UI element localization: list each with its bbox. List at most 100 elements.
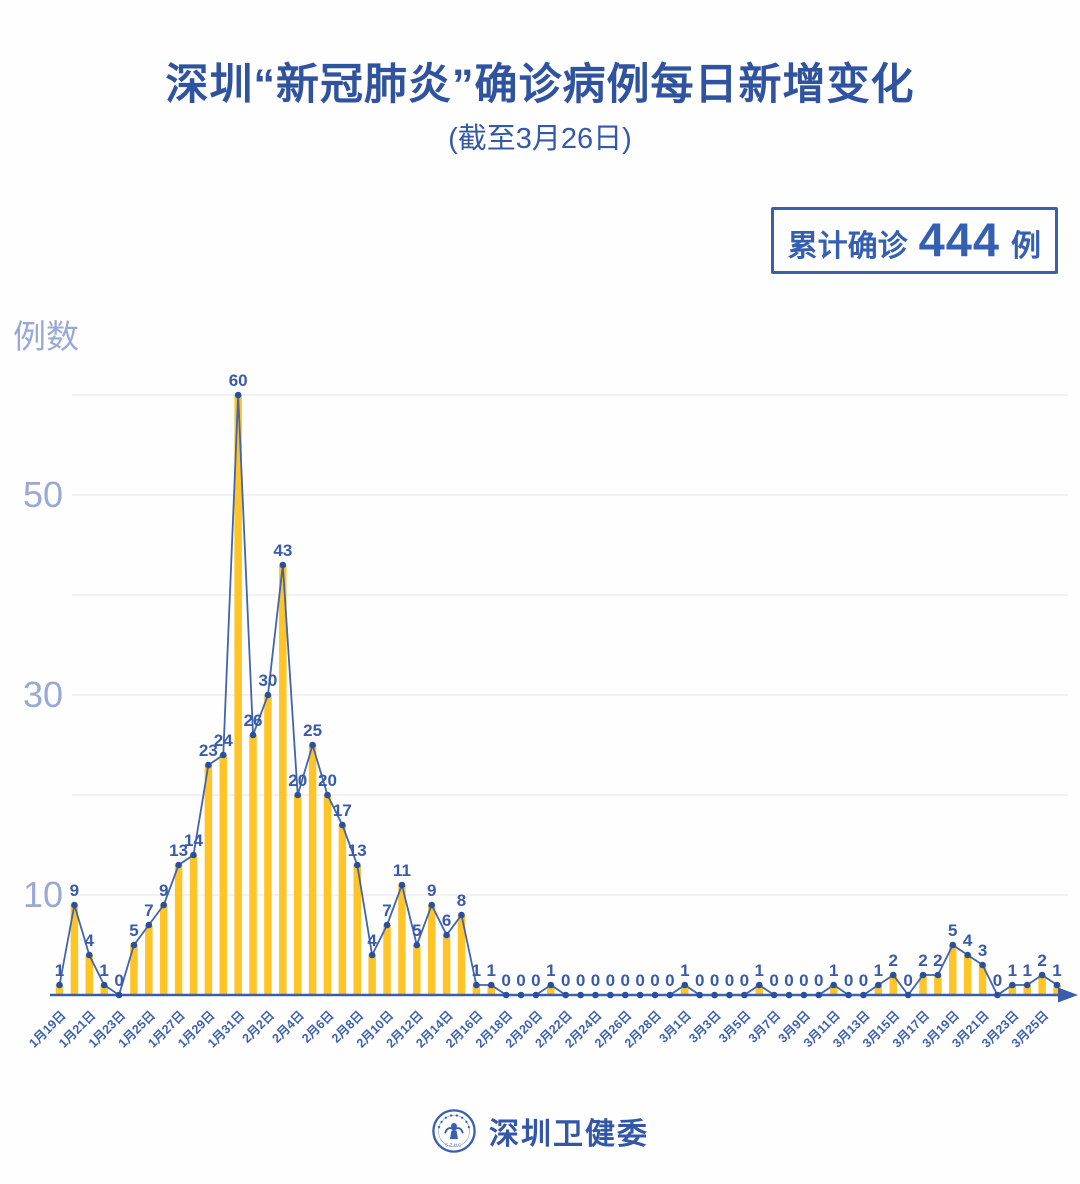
data-label: 14 — [184, 831, 203, 850]
bar — [368, 955, 376, 995]
data-label: 0 — [501, 971, 510, 990]
data-point — [458, 911, 465, 919]
data-label: 4 — [367, 931, 377, 950]
data-point — [889, 971, 897, 979]
data-point — [428, 901, 436, 909]
data-label: 9 — [427, 881, 436, 900]
data-point — [651, 991, 659, 999]
data-point — [726, 991, 733, 999]
data-label: 0 — [725, 971, 734, 990]
x-tick-label: 2月2日 — [240, 1008, 277, 1045]
data-point — [696, 991, 703, 999]
data-point — [175, 861, 182, 869]
bar — [55, 985, 64, 995]
bar — [442, 935, 451, 995]
y-tick-label: 30 — [23, 674, 63, 715]
y-axis-unit-label: 例数 — [13, 318, 79, 355]
data-point — [398, 881, 406, 889]
data-point — [666, 991, 674, 999]
bar — [934, 975, 942, 995]
cumulative-total-badge: 累计确诊 444 例 — [770, 207, 1058, 274]
bar — [487, 985, 496, 995]
data-point — [473, 981, 480, 989]
bar — [174, 865, 183, 995]
data-label: 3 — [978, 941, 987, 960]
data-point — [100, 981, 108, 989]
data-label: 0 — [903, 971, 912, 990]
data-label: 0 — [769, 971, 778, 990]
data-label: 0 — [576, 971, 585, 990]
bar — [338, 825, 347, 995]
data-point — [517, 991, 525, 999]
data-point — [770, 991, 778, 999]
data-point — [577, 991, 584, 999]
data-label: 1 — [680, 961, 689, 980]
logo-caption: SZHC — [445, 1142, 463, 1147]
bar — [70, 905, 79, 995]
bar — [1008, 985, 1017, 995]
bar — [353, 865, 362, 995]
data-label: 1 — [1008, 961, 1017, 980]
bar — [427, 905, 436, 995]
bar — [413, 945, 421, 995]
bar — [204, 765, 213, 995]
bar — [919, 975, 927, 995]
data-point — [443, 931, 450, 939]
x-tick-label: 3月3日 — [686, 1008, 723, 1045]
data-label: 0 — [665, 971, 674, 990]
y-tick-label: 50 — [23, 474, 63, 515]
bar — [874, 985, 883, 995]
data-label: 20 — [288, 771, 307, 790]
data-point — [339, 821, 346, 829]
data-point — [949, 941, 957, 949]
bar — [323, 795, 332, 995]
data-point — [547, 981, 555, 989]
data-label: 13 — [348, 841, 367, 860]
data-label: 0 — [606, 971, 615, 990]
x-tick-label: 2月6日 — [299, 1008, 336, 1045]
data-label: 0 — [993, 971, 1002, 990]
data-point — [562, 991, 569, 999]
data-label: 1 — [99, 961, 108, 980]
x-tick-label: 2月4日 — [269, 1008, 306, 1045]
bar — [963, 955, 972, 995]
data-point — [383, 921, 391, 929]
footer: SZHC 深圳卫健委 — [0, 1108, 1080, 1154]
footer-org-name: 深圳卫健委 — [489, 1118, 649, 1151]
data-label: 1 — [546, 961, 555, 980]
data-point — [636, 991, 644, 999]
data-point — [219, 751, 227, 759]
data-label: 2 — [918, 951, 927, 970]
data-label: 60 — [229, 371, 248, 390]
data-label: 1 — [55, 961, 64, 980]
page-title: 深圳“新冠肺炎”确诊病例每日新增变化 — [165, 61, 915, 109]
data-label: 30 — [258, 671, 277, 690]
data-point — [860, 991, 867, 999]
data-label: 4 — [963, 931, 973, 950]
data-label: 1 — [487, 961, 496, 980]
data-point — [979, 961, 986, 969]
bar — [100, 985, 108, 995]
bar — [949, 945, 957, 995]
data-point — [845, 991, 852, 999]
data-point — [160, 901, 168, 909]
page-subtitle: (截至3月26日) — [448, 123, 632, 155]
data-label: 0 — [859, 971, 868, 990]
data-label: 5 — [129, 921, 138, 940]
data-point — [353, 861, 361, 869]
bar — [1023, 985, 1031, 995]
shenzhen-health-commission-logo-icon: SZHC — [432, 1109, 476, 1153]
data-label: 0 — [591, 971, 600, 990]
data-label: 20 — [318, 771, 337, 790]
logo-ring-marks — [437, 1114, 471, 1129]
data-point — [875, 981, 882, 989]
data-point — [71, 901, 78, 909]
data-point — [1009, 981, 1016, 989]
x-axis-arrow — [1058, 987, 1078, 1003]
bar — [130, 945, 138, 995]
x-tick-label: 3月5日 — [716, 1008, 753, 1045]
bar — [234, 395, 242, 995]
bar — [308, 745, 317, 995]
data-point — [592, 991, 599, 999]
data-point — [904, 991, 912, 999]
